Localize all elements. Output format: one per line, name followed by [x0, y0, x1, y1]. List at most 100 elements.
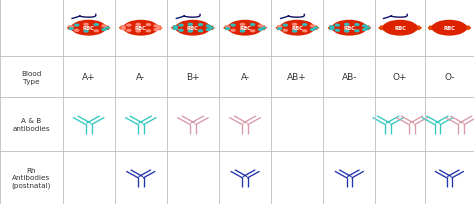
Text: A-: A-: [240, 73, 250, 82]
Circle shape: [94, 31, 98, 32]
Circle shape: [121, 29, 125, 30]
Circle shape: [74, 25, 79, 27]
Circle shape: [179, 30, 183, 32]
Circle shape: [335, 30, 339, 32]
Circle shape: [226, 27, 229, 29]
Circle shape: [240, 24, 245, 26]
Text: AB-: AB-: [342, 73, 357, 82]
Circle shape: [283, 30, 287, 32]
Text: RBC: RBC: [135, 26, 147, 31]
Polygon shape: [119, 25, 162, 32]
Circle shape: [105, 28, 109, 29]
Circle shape: [345, 31, 349, 33]
Circle shape: [127, 30, 131, 32]
Text: A-: A-: [136, 73, 146, 82]
Circle shape: [199, 25, 202, 26]
Circle shape: [84, 24, 88, 26]
Circle shape: [261, 28, 265, 29]
Text: O+: O+: [393, 73, 407, 82]
Circle shape: [278, 27, 282, 29]
Circle shape: [303, 31, 307, 32]
Circle shape: [231, 25, 235, 27]
Text: O-: O-: [444, 73, 455, 82]
Circle shape: [179, 25, 183, 27]
Text: RBC: RBC: [443, 26, 456, 31]
Circle shape: [226, 29, 229, 30]
Circle shape: [84, 31, 88, 33]
Circle shape: [313, 28, 318, 29]
Polygon shape: [67, 25, 110, 32]
Circle shape: [281, 21, 314, 36]
Circle shape: [433, 21, 466, 36]
Text: B+: B+: [186, 73, 200, 82]
Circle shape: [345, 24, 349, 26]
Circle shape: [136, 31, 140, 33]
Circle shape: [303, 25, 307, 26]
Text: RBC: RBC: [343, 26, 356, 31]
Circle shape: [251, 31, 255, 32]
Circle shape: [188, 31, 192, 33]
Circle shape: [124, 21, 157, 36]
Circle shape: [136, 24, 140, 26]
Circle shape: [127, 25, 131, 27]
Text: AB+: AB+: [287, 73, 307, 82]
Circle shape: [206, 30, 210, 31]
Text: Blood
Type: Blood Type: [21, 71, 41, 84]
Circle shape: [383, 21, 417, 36]
Circle shape: [94, 25, 98, 26]
Circle shape: [102, 30, 106, 31]
Circle shape: [121, 27, 125, 29]
Text: RBC: RBC: [82, 26, 95, 31]
Circle shape: [278, 29, 282, 30]
Circle shape: [146, 31, 150, 32]
Text: A & B
antibodies: A & B antibodies: [12, 118, 50, 131]
Text: RBC: RBC: [239, 26, 251, 31]
Circle shape: [283, 25, 287, 27]
Text: Rh
Antibodies
(postnatal): Rh Antibodies (postnatal): [11, 167, 51, 188]
Circle shape: [333, 21, 366, 36]
Polygon shape: [172, 25, 214, 32]
Circle shape: [258, 30, 263, 31]
Circle shape: [188, 24, 192, 26]
Circle shape: [231, 30, 235, 32]
Circle shape: [154, 26, 158, 28]
Circle shape: [154, 30, 158, 31]
Circle shape: [251, 25, 255, 26]
Circle shape: [206, 26, 210, 28]
Polygon shape: [224, 25, 266, 32]
Circle shape: [330, 27, 334, 29]
Circle shape: [258, 26, 263, 28]
Circle shape: [355, 31, 359, 32]
Circle shape: [69, 29, 73, 30]
Polygon shape: [328, 25, 371, 32]
Circle shape: [102, 26, 106, 28]
Circle shape: [240, 31, 245, 33]
Circle shape: [209, 28, 213, 29]
Circle shape: [335, 25, 339, 27]
Circle shape: [157, 28, 161, 29]
Polygon shape: [379, 25, 421, 32]
Circle shape: [292, 31, 297, 33]
Polygon shape: [428, 25, 471, 32]
Circle shape: [199, 31, 202, 32]
Circle shape: [355, 25, 359, 26]
Circle shape: [310, 30, 315, 31]
Circle shape: [72, 21, 105, 36]
Text: RBC: RBC: [394, 26, 406, 31]
Polygon shape: [276, 25, 319, 32]
Circle shape: [74, 30, 79, 32]
Circle shape: [292, 24, 297, 26]
Circle shape: [173, 27, 177, 29]
Circle shape: [69, 27, 73, 29]
Circle shape: [363, 30, 367, 31]
Circle shape: [365, 28, 370, 29]
Circle shape: [228, 21, 262, 36]
Text: RBC: RBC: [291, 26, 303, 31]
Circle shape: [363, 26, 367, 28]
Text: RBC: RBC: [187, 26, 199, 31]
Circle shape: [330, 29, 334, 30]
Circle shape: [310, 26, 315, 28]
Circle shape: [146, 25, 150, 26]
Circle shape: [176, 21, 210, 36]
Text: A+: A+: [82, 73, 95, 82]
